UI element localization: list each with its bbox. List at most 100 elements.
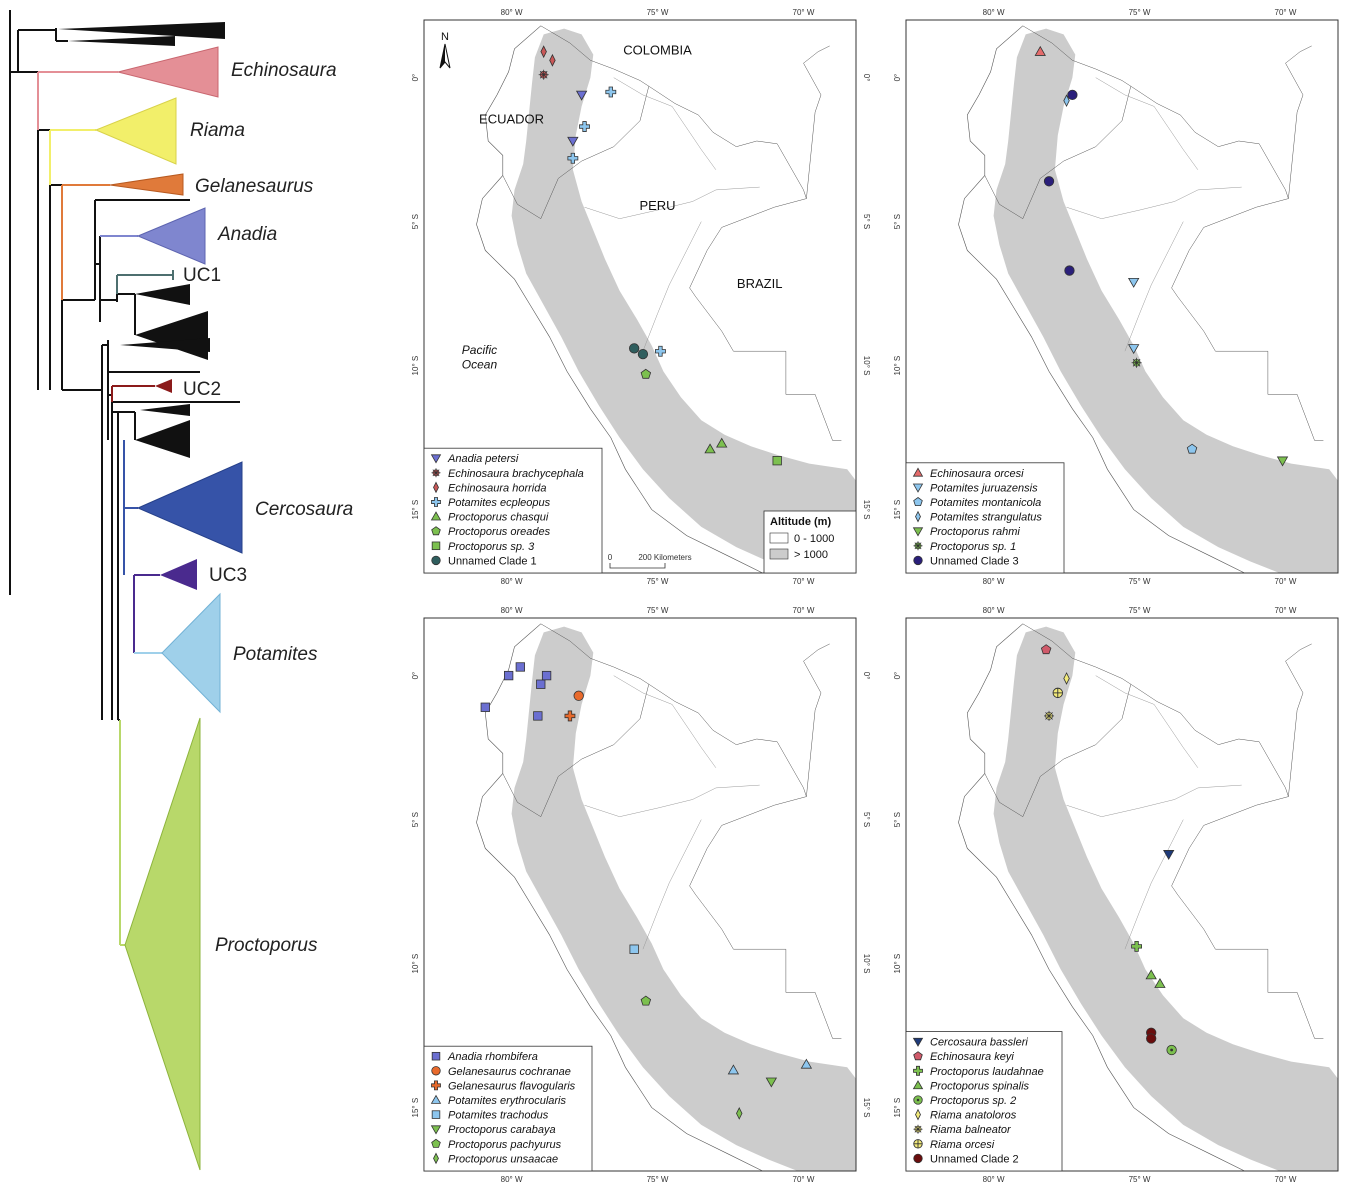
occurrence-marker	[1276, 456, 1289, 467]
country-border	[502, 86, 650, 220]
legend-marker-icon	[430, 454, 442, 464]
lat-tick-label: 0°	[893, 74, 902, 82]
legend-entry-label: Cercosaura bassleri	[930, 1037, 1028, 1049]
species-legend	[423, 1045, 593, 1172]
legend-marker-icon	[431, 541, 441, 551]
anadia-clade	[136, 207, 206, 265]
lat-tick-label: 0°	[893, 672, 902, 680]
ocean-label: Ocean	[462, 358, 498, 372]
lat-tick-label: 10° S	[1344, 356, 1346, 376]
lon-tick-label: 80° W	[501, 606, 523, 615]
riama-label: Riama	[190, 120, 245, 141]
legend-marker-icon	[913, 1153, 923, 1164]
lon-tick-label: 70° W	[793, 1175, 815, 1184]
legend-entry-label: Proctoporus sp. 3	[448, 541, 535, 553]
legend-marker-icon	[912, 483, 924, 493]
occurrence-marker	[533, 711, 543, 721]
legend-entry-label: Echinosaura keyi	[930, 1051, 1014, 1063]
legend-entry-label: Proctoporus rahmi	[930, 526, 1020, 538]
occurrence-marker	[1063, 94, 1070, 108]
occurrence-marker	[540, 45, 547, 59]
potamites-label: Potamites	[233, 644, 318, 665]
occurrence-marker	[1052, 687, 1063, 699]
legend-marker-icon	[431, 555, 441, 566]
lon-tick-label: 75° W	[1129, 8, 1151, 17]
map-frame	[423, 617, 857, 1172]
legend-marker-icon	[913, 1051, 923, 1061]
legend-entry-label: Proctoporus spinalis	[930, 1080, 1030, 1092]
uc2-label: UC2	[183, 379, 221, 400]
scale-zero-label: 0	[608, 553, 613, 562]
lat-tick-label: 10° S	[1344, 954, 1346, 974]
echinosaura-label: Echinosaura	[231, 60, 337, 81]
country-label-brazil: BRAZIL	[737, 276, 783, 291]
country-border	[1130, 85, 1289, 199]
anadia-label: Anadia	[217, 224, 277, 245]
legend-marker-icon	[915, 510, 921, 523]
riama-clade	[94, 97, 177, 165]
occurrence-marker	[1127, 277, 1140, 288]
legend-entry-label: Proctoporus carabaya	[448, 1124, 556, 1136]
legend-entry-label: Proctoporus chasqui	[448, 512, 549, 524]
occurrence-marker	[704, 443, 716, 454]
occurrence-points	[1034, 45, 1289, 467]
occurrence-marker	[575, 90, 588, 101]
legend-entry-label: Potamites ecpleopus	[448, 497, 551, 509]
legend-marker-icon	[433, 1152, 439, 1165]
occurrence-marker	[1040, 644, 1052, 655]
north-label: N	[441, 31, 449, 43]
altitude-title: Altitude (m)	[770, 516, 831, 528]
country-label-peru: PERU	[639, 198, 675, 213]
species-legend	[905, 462, 1065, 574]
map-panel-4: 80° W 80° W 75° W 75° W 70° W 70° W 0° 0° 5° S 5°…	[893, 606, 1346, 1184]
country-border	[1130, 683, 1289, 797]
country-border	[648, 85, 807, 199]
uc2-clade	[155, 379, 172, 393]
legend-marker-icon	[431, 497, 441, 507]
lat-tick-label: 5° S	[893, 812, 902, 827]
legend-entry-label: Riama anatoloros	[930, 1110, 1017, 1122]
occurrence-marker	[736, 1107, 743, 1120]
uc3-clade	[160, 559, 197, 590]
gelanesaurus-clade	[109, 173, 184, 196]
map-panel-3: 80° W 80° W 75° W 75° W 70° W 70° W 0° 0° 5° S 5°…	[411, 606, 871, 1184]
lon-tick-label: 75° W	[647, 1175, 669, 1184]
phylogenetic-tree: Echinosaura Riama Gelanesaurus Anadia UC…	[9, 10, 353, 1171]
cercosaura-clade	[136, 461, 243, 554]
lon-tick-label: 80° W	[501, 8, 523, 17]
occurrence-marker	[541, 670, 552, 681]
lat-tick-label: 15° S	[862, 1098, 871, 1118]
legend-marker-icon	[430, 1125, 442, 1135]
lat-tick-label: 10° S	[411, 954, 420, 974]
lon-tick-label: 70° W	[1275, 8, 1297, 17]
lat-tick-label: 10° S	[893, 356, 902, 376]
legend-marker-icon	[431, 1110, 441, 1119]
occurrence-marker	[1127, 344, 1140, 355]
legend-entry-label: Echinosaura horrida	[448, 482, 546, 494]
legend-entry-label: Riama orcesi	[930, 1139, 995, 1151]
occurrence-points	[480, 662, 813, 1120]
lon-tick-label: 80° W	[501, 1175, 523, 1184]
legend-marker-icon	[913, 541, 923, 551]
lat-tick-label: 0°	[411, 74, 420, 82]
legend-entry-label: Anadia rhombifera	[447, 1051, 538, 1063]
lon-tick-label: 75° W	[1129, 1175, 1151, 1184]
occurrence-marker	[1067, 89, 1078, 101]
species-legend	[423, 447, 603, 574]
lon-tick-label: 75° W	[1129, 606, 1151, 615]
gelanesaurus-label: Gelanesaurus	[195, 176, 314, 197]
highland-region	[511, 626, 856, 1171]
lon-tick-label: 70° W	[793, 8, 815, 17]
country-border	[984, 86, 1132, 220]
legend-entry-label: Potamites trachodus	[448, 1110, 549, 1122]
country-border	[803, 643, 830, 797]
occurrence-marker	[567, 136, 579, 147]
occurrence-marker	[637, 348, 649, 360]
occurrence-marker	[480, 702, 490, 712]
legend-entry-label: Potamites juruazensis	[930, 482, 1038, 494]
lat-tick-label: 5° S	[411, 214, 420, 229]
lon-tick-label: 70° W	[793, 577, 815, 586]
legend-entry-label: Gelanesaurus cochranae	[448, 1066, 571, 1078]
country-border	[689, 198, 842, 441]
coastline	[476, 25, 763, 573]
